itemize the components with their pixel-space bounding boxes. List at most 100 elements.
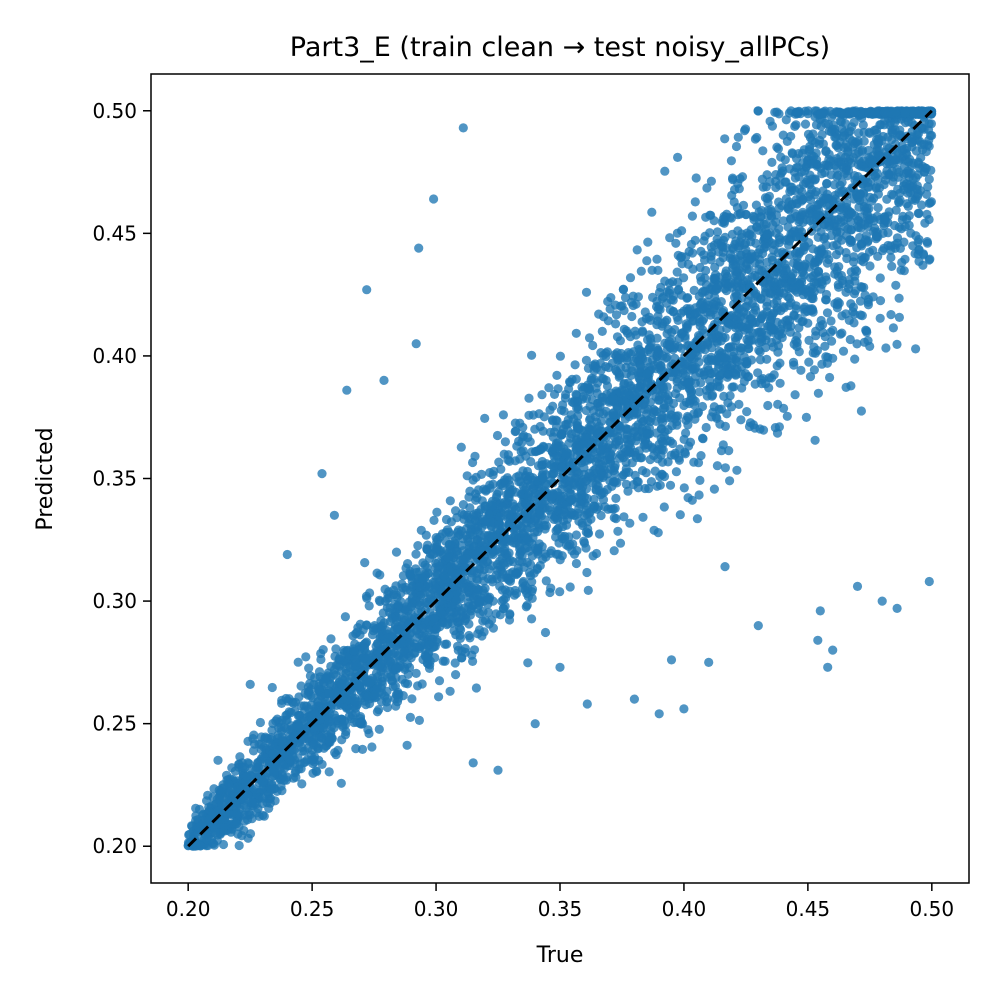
scatter-point [705, 228, 715, 238]
scatter-point [669, 367, 679, 377]
scatter-point [733, 132, 743, 142]
scatter-point [591, 548, 602, 559]
scatter-point [892, 339, 902, 349]
scatter-point [564, 384, 574, 394]
scatter-point [523, 584, 533, 594]
scatter-point [653, 357, 663, 367]
scatter-point [864, 127, 874, 137]
scatter-point [824, 149, 834, 159]
scatter-point [890, 107, 901, 117]
scatter-point [772, 305, 782, 315]
scatter-point [614, 436, 624, 446]
scatter-point [670, 325, 680, 335]
scatter-point [848, 257, 859, 267]
scatter-point [402, 740, 412, 750]
scatter-point [618, 285, 629, 295]
scatter-point [566, 433, 576, 443]
scatter-point [360, 558, 370, 568]
scatter-point [479, 576, 489, 586]
scatter-point [505, 456, 515, 466]
scatter-point [611, 493, 621, 503]
scatter-point [589, 374, 599, 384]
scatter-point [398, 691, 408, 701]
scatter-point [583, 585, 593, 596]
scatter-point [498, 410, 508, 420]
scatter-point [822, 178, 832, 188]
scatter-point [660, 317, 670, 327]
scatter-point [753, 106, 763, 116]
scatter-point [861, 326, 872, 336]
scatter-point [868, 292, 878, 302]
scatter-point [579, 538, 590, 548]
scatter-point [891, 280, 901, 290]
scatter-point [505, 576, 515, 586]
scatter-point [777, 163, 787, 173]
scatter-point [400, 678, 410, 688]
scatter-point [818, 139, 829, 149]
scatter-point [753, 368, 763, 378]
scatter-point [239, 816, 250, 826]
scatter-point [573, 481, 583, 491]
scatter-point [699, 236, 709, 246]
scatter-point [324, 767, 334, 777]
scatter-point [466, 520, 476, 530]
scatter-point [773, 144, 784, 154]
scatter-point [620, 389, 630, 399]
scatter-point [469, 645, 480, 655]
scatter-point [364, 601, 374, 611]
scatter-point [598, 409, 609, 419]
scatter-point [743, 372, 753, 382]
scatter-point [792, 331, 802, 341]
scatter-point [665, 233, 675, 243]
scatter-point [589, 501, 599, 511]
scatter-point [859, 220, 870, 230]
scatter-point [696, 246, 706, 256]
scatter-point [605, 304, 615, 314]
scatter-point [268, 749, 278, 759]
scatter-point [526, 518, 537, 528]
scatter-point [767, 157, 777, 167]
scatter-point [611, 319, 621, 329]
scatter-point [522, 600, 532, 610]
scatter-point [559, 406, 569, 416]
scatter-point [920, 218, 930, 228]
scatter-point [272, 714, 282, 724]
scatter-point [789, 360, 799, 370]
scatter-point [918, 260, 928, 270]
scatter-point [721, 266, 731, 276]
scatter-point [508, 499, 518, 509]
scatter-point [775, 378, 785, 388]
scatter-point [732, 465, 742, 475]
scatter-point [744, 265, 755, 275]
scatter-point [411, 549, 421, 559]
scatter-point [770, 277, 780, 288]
scatter-point [191, 811, 201, 821]
scatter-point [756, 375, 766, 385]
scatter-point [545, 427, 556, 437]
scatter-point [527, 614, 537, 624]
scatter-point [664, 278, 675, 288]
scatter-point [496, 464, 506, 474]
scatter-point [832, 164, 842, 174]
scatter-point [847, 122, 857, 132]
scatter-point [235, 752, 245, 762]
scatter-point [660, 166, 670, 176]
scatter-point [202, 796, 212, 806]
scatter-point [710, 292, 720, 302]
scatter-point [752, 132, 762, 143]
scatter-point [588, 406, 599, 416]
scatter-point [570, 360, 580, 370]
scatter-point [451, 595, 461, 605]
scatter-point [615, 336, 626, 346]
scatter-point [911, 344, 921, 354]
scatter-point [549, 514, 559, 525]
scatter-point [605, 417, 615, 427]
scatter-point [758, 146, 768, 156]
scatter-point [897, 145, 907, 155]
scatter-point [502, 589, 512, 599]
scatter-point [659, 438, 669, 448]
scatter-point [761, 182, 772, 192]
scatter-point [336, 778, 346, 788]
scatter-point [443, 618, 453, 629]
scatter-point [639, 440, 649, 450]
